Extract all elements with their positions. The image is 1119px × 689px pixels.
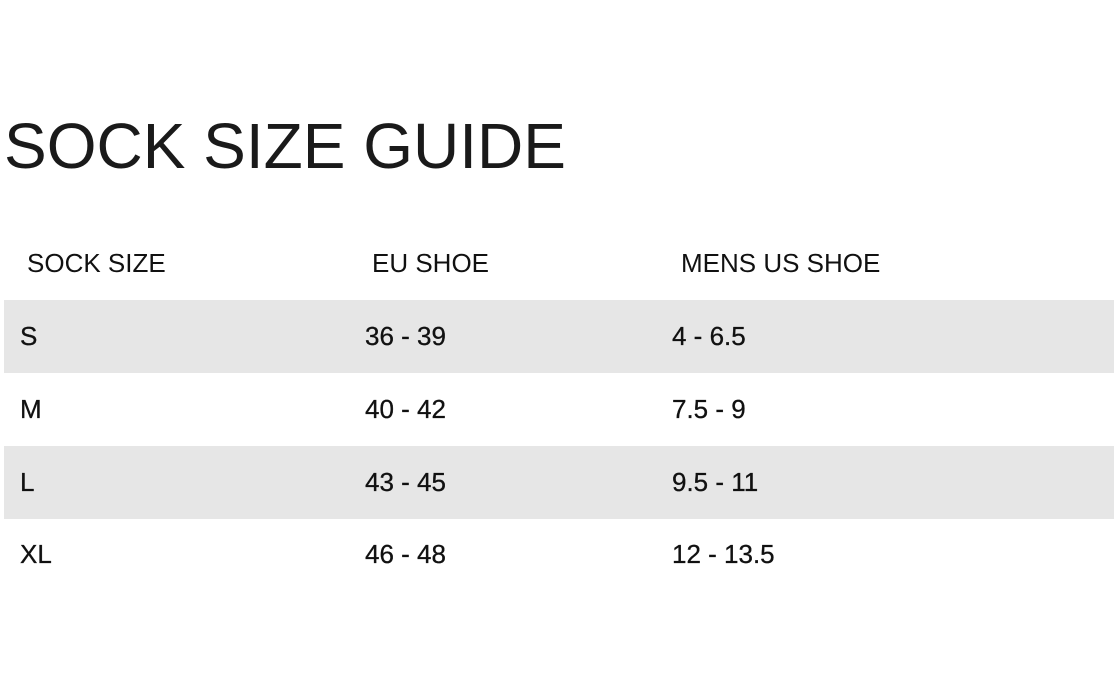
header-sock-size: SOCK SIZE bbox=[27, 248, 166, 278]
table-row: XL 46 - 48 12 - 13.5 bbox=[4, 518, 1114, 591]
header-mens-us-shoe: MENS US SHOE bbox=[681, 248, 881, 278]
sock-size-cell: XL bbox=[20, 539, 52, 569]
header-eu-shoe: EU SHOE bbox=[372, 248, 490, 278]
sock-size-cell: M bbox=[20, 394, 42, 424]
eu-shoe-cell: 43 - 45 bbox=[365, 467, 446, 497]
page-title: SOCK SIZE GUIDE bbox=[4, 110, 566, 182]
table-row: S 36 - 39 4 - 6.5 bbox=[4, 300, 1114, 373]
us-shoe-cell: 12 - 13.5 bbox=[672, 539, 775, 569]
table-row: M 40 - 42 7.5 - 9 bbox=[4, 373, 1114, 446]
table-row: L 43 - 45 9.5 - 11 bbox=[4, 446, 1114, 519]
eu-shoe-cell: 46 - 48 bbox=[365, 539, 446, 569]
us-shoe-cell: 7.5 - 9 bbox=[672, 394, 746, 424]
us-shoe-cell: 4 - 6.5 bbox=[672, 321, 746, 351]
sock-size-cell: S bbox=[20, 321, 38, 351]
eu-shoe-cell: 40 - 42 bbox=[365, 394, 446, 424]
us-shoe-cell: 9.5 - 11 bbox=[672, 467, 759, 497]
eu-shoe-cell: 36 - 39 bbox=[365, 321, 446, 351]
sock-size-cell: L bbox=[20, 467, 35, 497]
